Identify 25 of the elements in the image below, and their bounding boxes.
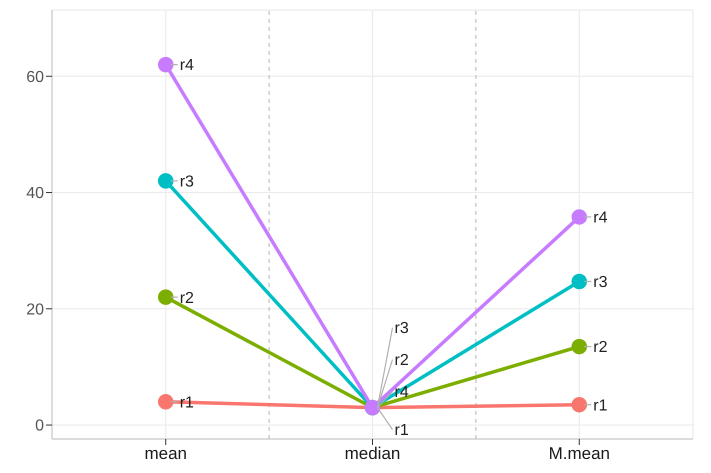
y-tick-label: 40: [26, 185, 44, 202]
point: [572, 338, 588, 354]
y-tick-label: 20: [26, 301, 44, 318]
text: r1: [593, 397, 608, 414]
x-tick-label: M.mean: [548, 444, 610, 464]
text: r4: [593, 210, 608, 227]
series-label: r2: [180, 290, 194, 307]
point: [572, 274, 588, 290]
text: r4: [180, 57, 194, 74]
point: [158, 289, 174, 305]
y-tick-label: 60: [26, 68, 44, 86]
point: [158, 56, 174, 72]
text: r2: [593, 339, 608, 356]
point: [572, 209, 588, 225]
y-tick-label: 0: [35, 418, 44, 435]
text: r3: [394, 320, 409, 338]
series-label: r3: [180, 174, 194, 190]
point: [572, 396, 588, 412]
x-tick-label: mean: [144, 444, 187, 464]
point: [158, 394, 174, 410]
text: r2: [394, 352, 409, 370]
x-tick-label: median: [344, 444, 400, 464]
text: r3: [593, 274, 608, 292]
point: [158, 173, 174, 189]
text: r1: [394, 422, 409, 440]
